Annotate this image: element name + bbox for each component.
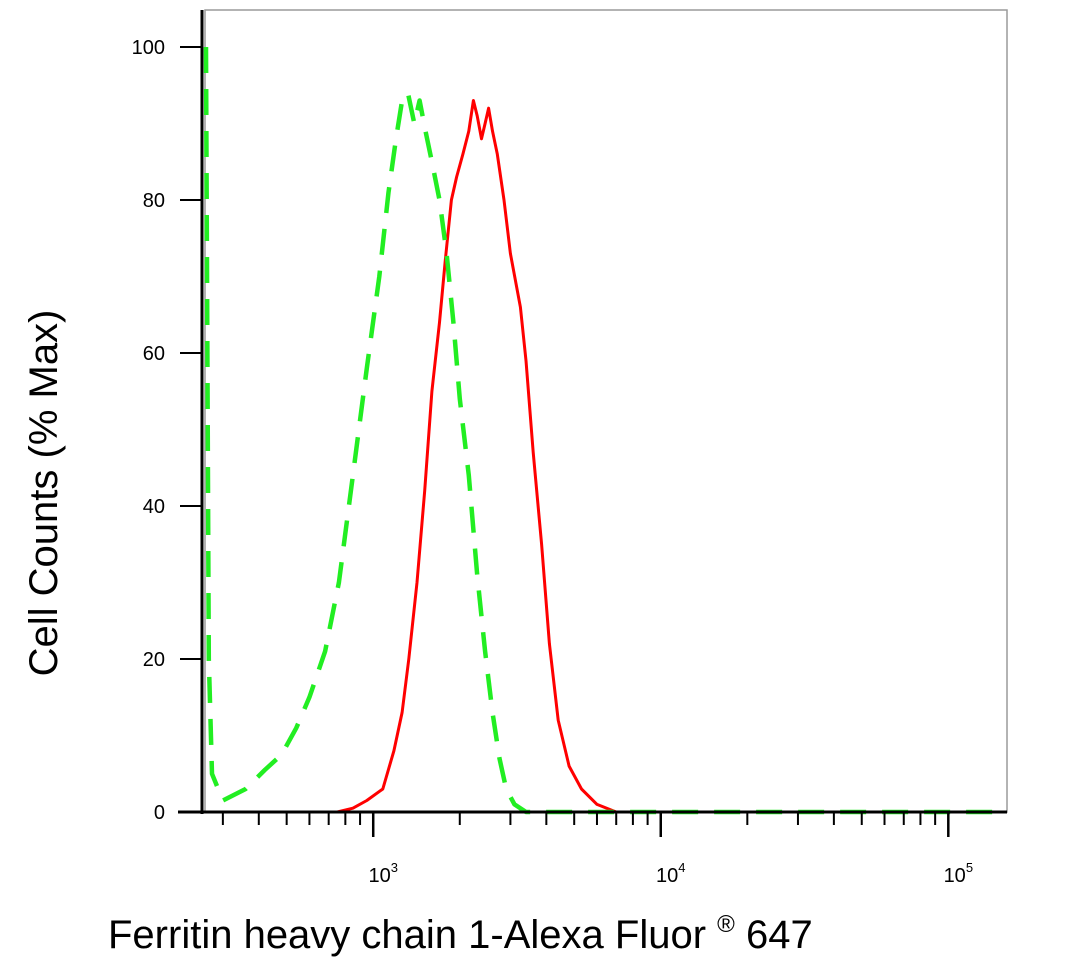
x-tick-label: 103 <box>368 860 397 887</box>
plot-frame <box>204 9 1008 813</box>
y-tick-label: 40 <box>143 496 165 518</box>
histogram-series-solid-red <box>209 99 1007 814</box>
y-tick-label: 60 <box>143 343 165 365</box>
x-tick-label: 105 <box>944 860 973 887</box>
x-axis-title-suffix: 647 <box>746 913 813 957</box>
y-axis-ticks: 0 20 40 60 80 100 <box>132 37 202 824</box>
x-tick-label: 104 <box>656 860 685 887</box>
y-tick-label: 20 <box>143 649 165 671</box>
y-axis-title: Cell Counts (% Max) <box>22 310 66 677</box>
x-axis-title-main: Ferritin heavy chain 1-Alexa Fluor <box>108 913 706 957</box>
histogram-series-dashed-green <box>203 46 1007 815</box>
y-tick-label: 0 <box>154 802 165 824</box>
x-axis-ticks: 103 104 105 <box>221 812 973 887</box>
series-layer <box>203 46 1007 815</box>
x-axis-title-superscript: ® <box>717 911 735 938</box>
y-tick-label: 100 <box>132 37 165 59</box>
y-tick-label: 80 <box>143 190 165 212</box>
x-axis-title: Ferritin heavy chain 1-Alexa Fluor ® 647 <box>108 897 813 957</box>
